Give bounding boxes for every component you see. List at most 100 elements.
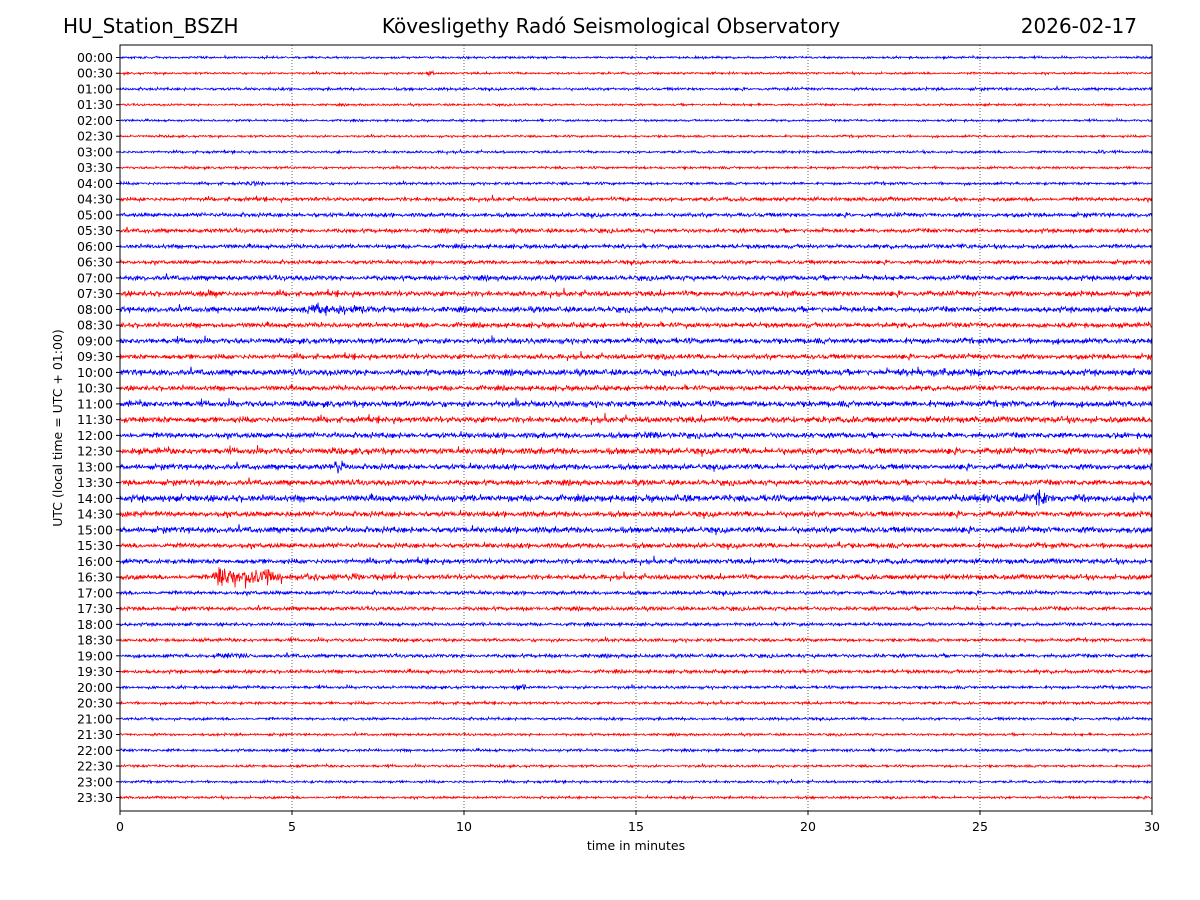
y-tick-label: 13:00: [77, 459, 113, 474]
y-tick-label: 23:30: [77, 790, 113, 805]
chart-title: Kövesligethy Radó Seismological Observat…: [381, 14, 841, 38]
y-tick-label: 07:30: [77, 286, 113, 301]
x-tick-label: 30: [1144, 819, 1160, 834]
x-tick-label: 0: [116, 819, 124, 834]
station-name: HU_Station_BSZH: [63, 14, 239, 38]
y-tick-label: 23:00: [77, 774, 113, 789]
trace-0130: [119, 101, 1153, 108]
trace-1330: [119, 477, 1153, 488]
y-tick-label: 06:30: [77, 255, 113, 270]
y-tick-label: 11:30: [77, 412, 113, 427]
y-tick-label: 05:00: [77, 207, 113, 222]
y-tick-label: 03:00: [77, 144, 113, 159]
trace-0230: [119, 133, 1153, 140]
trace-0300: [119, 148, 1153, 156]
trace-0030: [119, 69, 1153, 78]
y-tick-label: 00:30: [77, 66, 113, 81]
trace-2300: [119, 778, 1153, 786]
y-tick-label: 18:00: [77, 617, 113, 632]
trace-0830: [119, 320, 1153, 330]
y-tick-label: 11:00: [77, 396, 113, 411]
y-tick-label: 15:00: [77, 522, 113, 537]
trace-0500: [119, 210, 1153, 219]
y-tick-label: 12:00: [77, 428, 113, 443]
trace-1530: [119, 541, 1153, 551]
trace-0400: [119, 180, 1153, 187]
trace-0630: [119, 258, 1153, 267]
trace-1630: [119, 567, 1153, 589]
y-tick-label: 22:00: [77, 743, 113, 758]
trace-0600: [119, 242, 1153, 251]
x-axis-label: time in minutes: [587, 838, 685, 853]
trace-1030: [119, 383, 1153, 393]
trace-1700: [119, 588, 1153, 597]
y-axis-label: UTC (local time = UTC + 01:00): [50, 329, 65, 527]
x-tick-label: 15: [628, 819, 644, 834]
y-tick-label: 02:00: [77, 113, 113, 128]
y-tick-label: 14:30: [77, 507, 113, 522]
trace-2030: [119, 699, 1153, 707]
trace-1000: [119, 366, 1153, 377]
y-tick-label: 10:00: [77, 365, 113, 380]
trace-2200: [119, 747, 1153, 754]
y-tick-label: 01:00: [77, 81, 113, 96]
y-tick-label: 15:30: [77, 538, 113, 553]
trace-0100: [119, 85, 1153, 93]
trace-1430: [119, 509, 1153, 520]
trace-0330: [119, 164, 1153, 171]
y-tick-label: 22:30: [77, 759, 113, 774]
y-tick-label: 05:30: [77, 223, 113, 238]
trace-1200: [119, 430, 1153, 440]
y-tick-label: 04:00: [77, 176, 113, 191]
trace-2100: [119, 715, 1153, 722]
x-tick-label: 25: [972, 819, 988, 834]
trace-1900: [119, 651, 1153, 660]
trace-2000: [119, 683, 1153, 691]
trace-1800: [119, 620, 1153, 628]
trace-1300: [120, 460, 1153, 474]
trace-1400: [119, 489, 1153, 506]
y-tick-label: 09:30: [77, 349, 113, 364]
y-tick-label: 04:30: [77, 192, 113, 207]
trace-0200: [119, 116, 1153, 124]
trace-0000: [120, 54, 1153, 61]
trace-0700: [119, 273, 1153, 283]
y-tick-label: 10:30: [77, 381, 113, 396]
y-tick-label: 16:30: [77, 570, 113, 585]
y-tick-label: 21:30: [77, 727, 113, 742]
trace-1730: [119, 604, 1153, 613]
y-tick-label: 08:30: [77, 318, 113, 333]
trace-1100: [119, 397, 1153, 409]
y-tick-label: 01:30: [77, 97, 113, 112]
chart-date: 2026-02-17: [1020, 14, 1137, 38]
y-tick-label: 02:30: [77, 129, 113, 144]
trace-0530: [119, 226, 1153, 235]
y-tick-label: 19:00: [77, 648, 113, 663]
trace-1830: [119, 636, 1153, 644]
trace-0930: [119, 350, 1153, 362]
trace-1230: [119, 444, 1153, 457]
y-tick-label: 06:00: [77, 239, 113, 254]
y-tick-label: 13:30: [77, 475, 113, 490]
y-tick-label: 20:00: [77, 680, 113, 695]
y-tick-label: 17:30: [77, 601, 113, 616]
y-tick-label: 16:00: [77, 554, 113, 569]
y-tick-label: 00:00: [77, 50, 113, 65]
y-tick-label: 12:30: [77, 444, 113, 459]
trace-0730: [120, 287, 1153, 299]
trace-1930: [119, 667, 1153, 676]
y-tick-label: 19:30: [77, 664, 113, 679]
x-tick-label: 5: [288, 819, 296, 834]
y-tick-label: 18:30: [77, 633, 113, 648]
y-tick-label: 03:30: [77, 160, 113, 175]
trace-0900: [119, 335, 1153, 346]
trace-2330: [119, 794, 1153, 801]
trace-1130: [119, 412, 1153, 426]
y-tick-label: 17:00: [77, 585, 113, 600]
trace-1600: [119, 555, 1153, 566]
trace-0800: [119, 302, 1153, 316]
y-tick-label: 09:00: [77, 333, 113, 348]
y-tick-label: 07:00: [77, 270, 113, 285]
trace-0430: [119, 194, 1153, 204]
